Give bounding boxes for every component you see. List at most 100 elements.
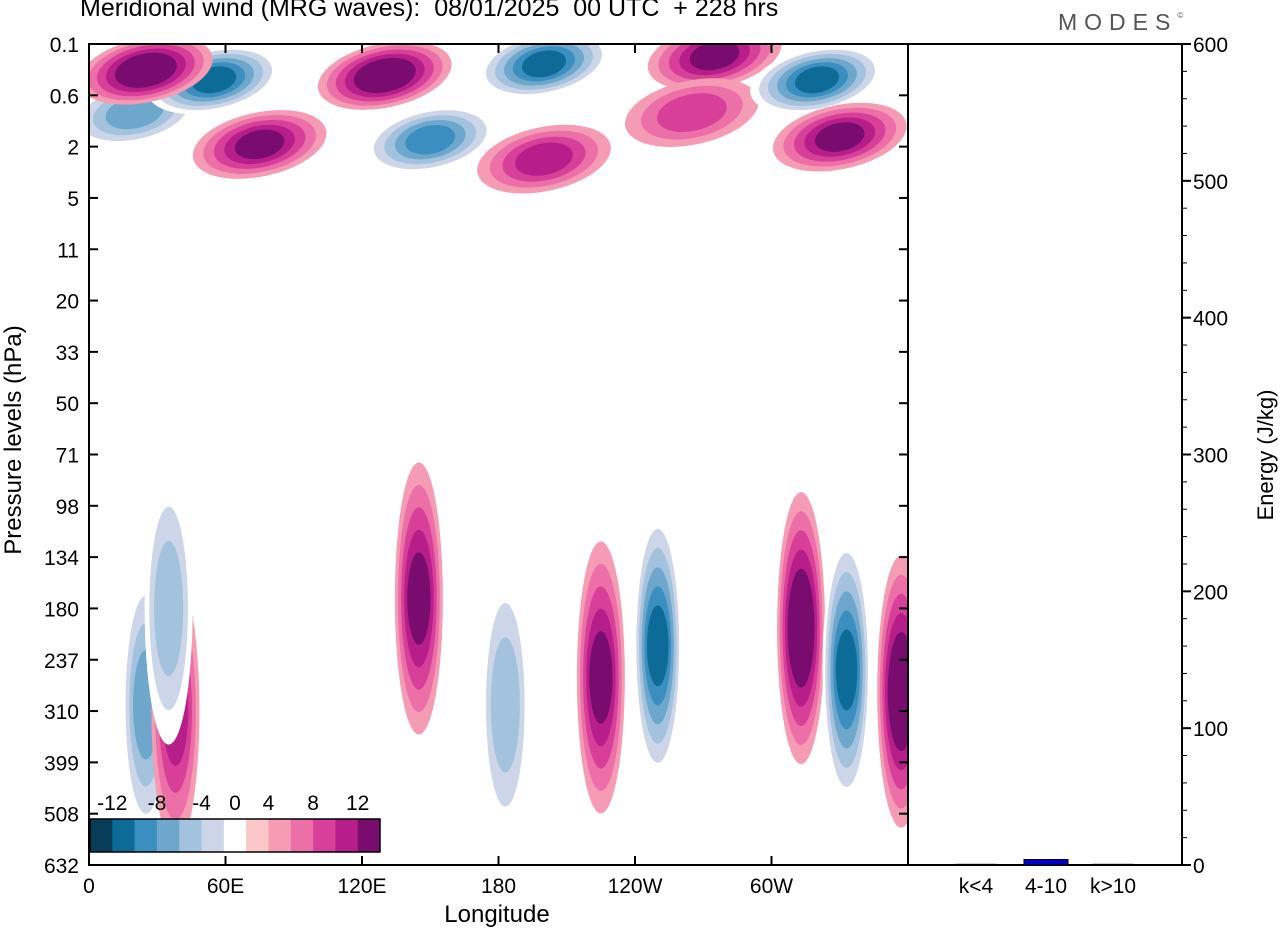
chart-title: Meridional wind (MRG waves): 08/01/2025 … <box>80 0 779 22</box>
energy-category-label: k>10 <box>1090 875 1136 898</box>
x-axis-label: Longitude <box>444 901 549 928</box>
y-tick-label: 20 <box>56 291 79 314</box>
energy-tick-label: 100 <box>1193 718 1228 741</box>
x-tick-label: 0 <box>83 875 95 898</box>
heatmap-contour-neg <box>521 50 567 78</box>
colorbar-swatch <box>201 819 225 852</box>
heatmap-blob-pos <box>394 462 443 735</box>
heatmap-blob-neg <box>633 509 682 782</box>
colorbar-swatch <box>357 819 381 852</box>
heatmap-contour-pos <box>790 587 812 669</box>
heatmap-blob-pos <box>625 78 759 147</box>
heatmap-contour-neg <box>835 629 858 711</box>
energy-bar <box>1092 863 1134 866</box>
colorbar-label: 0 <box>229 792 241 815</box>
colorbar-label: -12 <box>97 792 127 815</box>
energy-category-label: k<4 <box>959 875 994 898</box>
heatmap-blob-pos <box>772 102 907 172</box>
energy-bar <box>955 863 997 866</box>
heatmap-blob-neg <box>750 45 884 115</box>
colorbar-swatch <box>268 819 292 852</box>
heatmap-field <box>89 44 908 865</box>
x-tick-label: 120W <box>608 875 663 898</box>
x-tick-label: 120E <box>337 875 386 898</box>
y-tick-label: 71 <box>56 445 79 468</box>
heatmap-blob-neg <box>477 44 611 99</box>
heatmap-contour-pos <box>362 62 407 89</box>
colorbar-label: -8 <box>148 792 167 815</box>
heatmap-contour-neg <box>405 124 456 155</box>
heatmap-contour-neg <box>490 637 520 773</box>
energy-tick-label: 600 <box>1193 34 1228 57</box>
heatmap-contour-neg <box>154 540 184 677</box>
heatmap-blob-pos <box>192 110 327 179</box>
y-axis-label: Pressure levels (hPa) <box>0 325 27 554</box>
colorbar-swatch <box>246 819 269 852</box>
heatmap-blob-pos <box>877 555 908 828</box>
y-tick-label: 33 <box>56 342 79 365</box>
brand-logo: MODES© <box>1058 9 1183 36</box>
axes: 0.1 0.6 2 5 11 20 33 50 71 98 134 180 237 310 399 508 63… <box>0 34 909 928</box>
energy-tick-label: 500 <box>1193 171 1228 194</box>
colorbar-swatch <box>179 819 203 852</box>
y-tick-label: 508 <box>44 804 79 827</box>
energy-category-label: 4-10 <box>1025 875 1067 898</box>
colorbar-swatch <box>112 819 136 852</box>
colorbar-swatch <box>290 819 314 852</box>
energy-tick-label: 400 <box>1193 308 1228 331</box>
energy-tick-label: 200 <box>1193 581 1228 604</box>
brand-mark: © <box>1177 11 1184 20</box>
y-tick-label: 98 <box>56 496 79 519</box>
energy-tick-label: 300 <box>1193 445 1228 468</box>
heatmap-contour-neg <box>794 66 840 94</box>
energy-tick-label: 0 <box>1193 855 1205 878</box>
y-tick-label: 11 <box>57 239 79 262</box>
heatmap-blob-neg <box>363 105 498 175</box>
colorbar-swatch <box>223 819 247 852</box>
y-tick-label: 5 <box>67 188 79 211</box>
heatmap-contour-pos <box>689 44 740 71</box>
heatmap-blob-neg <box>144 472 193 745</box>
heatmap-contour-pos <box>234 129 285 160</box>
energy-bar-chart: 0 100 200 300 400 500 600 Energy (J/kg) k<4 4-10 k… <box>908 34 1278 898</box>
y-tick-label: 134 <box>44 547 79 570</box>
y-tick-label: 2 <box>67 137 79 160</box>
colorbar-label: 8 <box>307 792 319 815</box>
y-tick-label: 180 <box>44 598 79 621</box>
heatmap-contour-pos <box>123 56 168 84</box>
heatmap-blob-pos <box>576 541 625 814</box>
y-tick-label: 399 <box>44 752 79 775</box>
x-tick-label: 60E <box>207 875 244 898</box>
x-tick-label: 180 <box>481 875 516 898</box>
heatmap-blob-neg <box>822 533 871 806</box>
heatmap-contour-pos <box>657 93 727 132</box>
colorbar-swatch <box>134 819 158 852</box>
heatmap-contour-pos <box>814 122 865 152</box>
y-tick-label: 632 <box>44 855 79 878</box>
heatmap-contour-pos <box>589 631 613 724</box>
x-tick-label: 60W <box>750 875 793 898</box>
y-tick-label: 310 <box>44 701 79 724</box>
heatmap-blob-pos <box>777 492 826 765</box>
colorbar-swatch <box>335 819 359 852</box>
colorbar-label: -4 <box>192 792 211 815</box>
y-tick-label: 237 <box>44 650 79 673</box>
heatmap-blob-pos <box>477 124 611 194</box>
heatmap-blob-pos <box>89 44 213 105</box>
energy-axis-label: Energy (J/kg) <box>1253 390 1278 521</box>
heatmap-contour-pos <box>515 142 573 176</box>
y-tick-label: 0.1 <box>50 34 79 57</box>
heatmap-contour-pos <box>407 552 431 645</box>
brand-name: MODES <box>1058 9 1178 35</box>
colorbar-label: 4 <box>263 792 275 815</box>
energy-bar <box>1023 859 1069 866</box>
colorbar-label: 12 <box>346 792 369 815</box>
heatmap-contour-neg <box>646 605 669 687</box>
heatmap-blob-neg <box>481 568 530 841</box>
colorbar-swatch <box>156 819 180 852</box>
y-tick-label: 50 <box>56 393 79 416</box>
colorbar-swatch <box>313 819 336 852</box>
colorbar-frame <box>89 818 381 853</box>
colorbar: -12 -8 -4 0 4 8 12 <box>89 792 381 853</box>
